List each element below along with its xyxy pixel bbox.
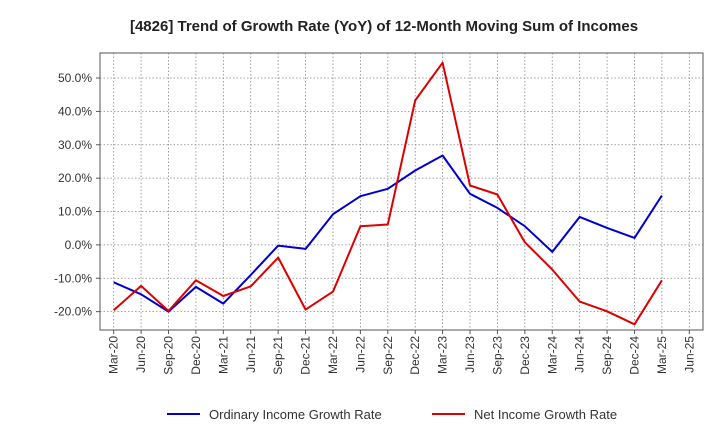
x-tick-label: Jun-24 (573, 336, 587, 373)
grid (100, 53, 703, 330)
series-line-1 (113, 154, 663, 313)
x-tick-label: Sep-21 (271, 336, 285, 375)
x-tick-label: Dec-23 (518, 336, 532, 375)
series-line-2 (113, 61, 663, 326)
plot-border (99, 52, 704, 331)
y-tick-label: 30.0% (58, 138, 92, 152)
x-tick-label: Jun-23 (463, 336, 477, 373)
legend-label-1: Ordinary Income Growth Rate (209, 407, 382, 422)
x-tick-label: Sep-23 (490, 336, 504, 375)
x-tick-label: Mar-20 (107, 336, 121, 374)
x-tick-label: Mar-22 (326, 336, 340, 374)
x-tick-label: Mar-24 (545, 336, 559, 374)
x-tick-label: Jun-21 (244, 336, 258, 373)
y-tick-label: -10.0% (54, 271, 92, 285)
series-lines (113, 61, 663, 326)
y-tick-label: 50.0% (58, 71, 92, 85)
x-tick-label: Jun-20 (134, 336, 148, 373)
x-tick-label: Dec-22 (408, 336, 422, 375)
x-tick-label: Dec-21 (299, 336, 313, 375)
x-tick-label: Jun-25 (682, 336, 696, 373)
x-axis-ticks: Mar-20 Jun-20 Sep-20 Dec-20 Mar-21 Jun-21 Sep-… (107, 330, 696, 375)
chart-title: [4826] Trend of Growth Rate (YoY) of 12-… (130, 18, 638, 35)
x-tick-label: Sep-24 (600, 336, 614, 375)
x-tick-label: Jun-22 (353, 336, 367, 373)
y-axis-ticks: -20.0% -10.0% 0.0% 10.0% 20.0% 30.0% 40.0% 50.0… (54, 71, 100, 319)
x-tick-label: Dec-20 (189, 336, 203, 375)
y-tick-label: 20.0% (58, 171, 92, 185)
x-tick-label: Sep-20 (162, 336, 176, 375)
x-tick-label: Sep-22 (381, 336, 395, 375)
x-tick-label: Mar-25 (655, 336, 669, 374)
x-tick-label: Mar-23 (436, 336, 450, 374)
y-tick-label: 10.0% (58, 205, 92, 219)
y-tick-label: 40.0% (58, 104, 92, 118)
y-tick-label: -20.0% (54, 305, 92, 319)
x-tick-label: Dec-24 (627, 336, 641, 375)
y-tick-label: 0.0% (65, 238, 93, 252)
x-tick-label: Mar-21 (216, 336, 230, 374)
legend: Ordinary Income Growth Rate Net Income Gr… (167, 407, 617, 422)
legend-label-2: Net Income Growth Rate (474, 407, 617, 422)
plot-area (100, 53, 703, 330)
